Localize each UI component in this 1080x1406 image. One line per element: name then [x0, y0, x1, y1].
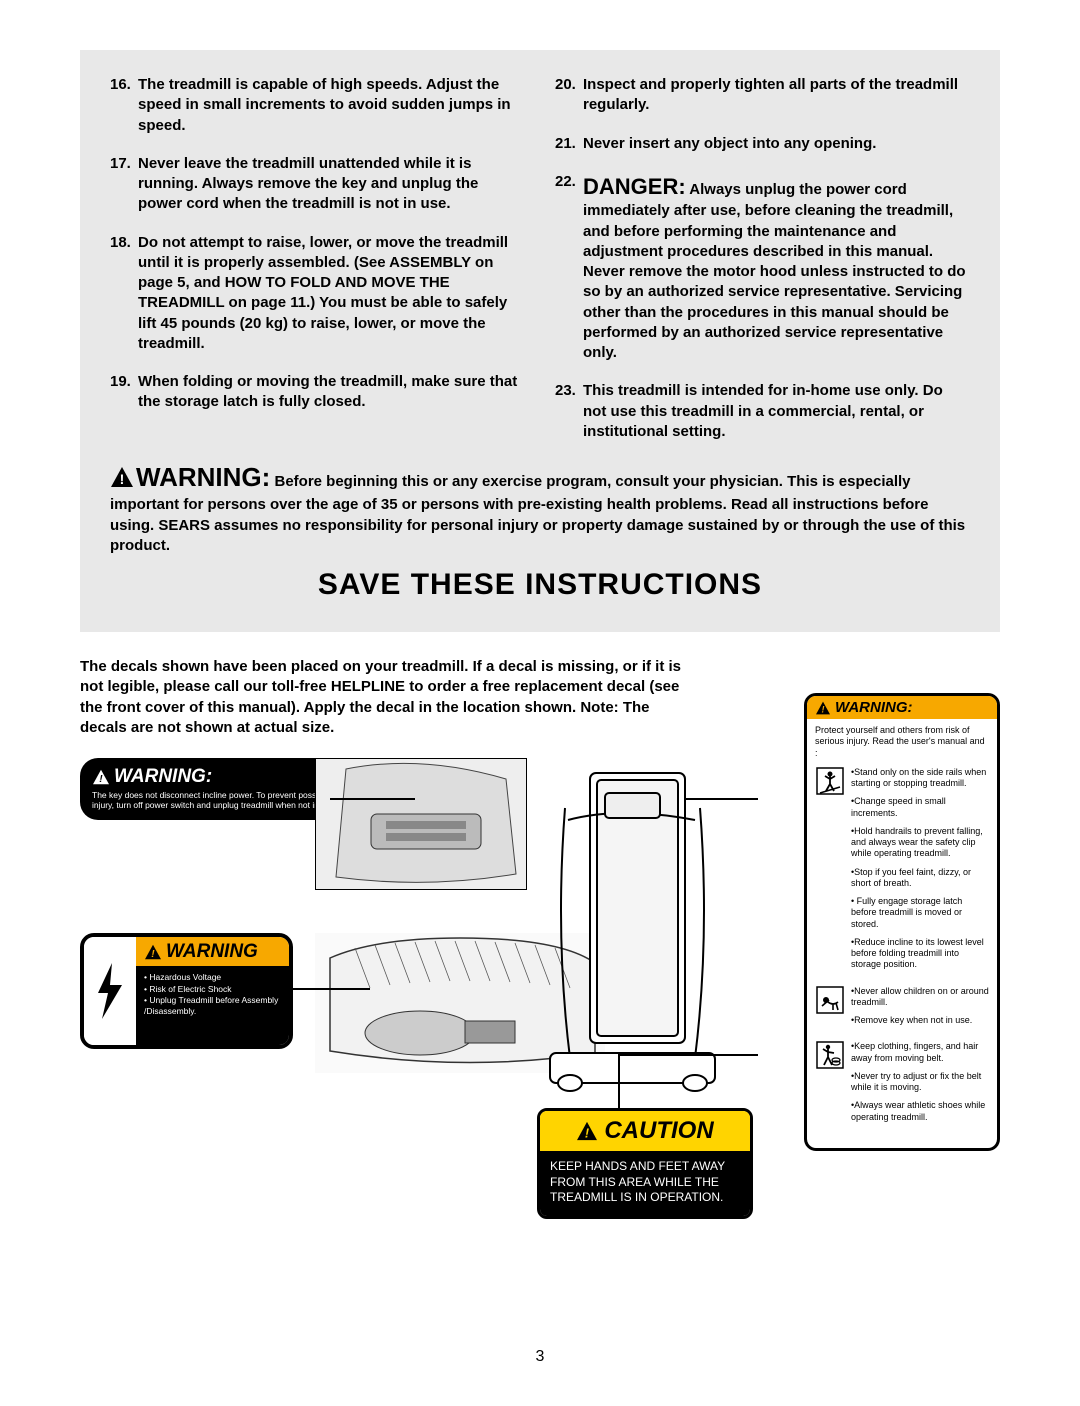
save-instructions-heading: SAVE THESE INSTRUCTIONS	[110, 568, 970, 602]
svg-text:!: !	[120, 471, 125, 487]
black-pill-body: The key does not disconnect incline powe…	[92, 790, 342, 810]
tall-warn-group: •Keep clothing, fingers, and hair away f…	[815, 1041, 989, 1130]
instruction-item: 16.The treadmill is capable of high spee…	[110, 75, 525, 136]
warning-triangle-icon: !	[92, 769, 110, 785]
tall-warn-bullet: •Remove key when not in use.	[851, 1015, 989, 1026]
instruction-text: This treadmill is intended for in-home u…	[583, 381, 970, 442]
caution-header-text: CAUTION	[604, 1117, 713, 1145]
warning-triangle-icon: !	[815, 701, 831, 715]
pointer-line	[330, 798, 415, 800]
tall-warn-body: Protect yourself and others from risk of…	[807, 719, 997, 1148]
caution-header: ! CAUTION	[540, 1111, 750, 1151]
caution-body: KEEP HANDS AND FEET AWAY FROM THIS AREA …	[540, 1151, 750, 1216]
tall-warn-bullet: • Fully engage storage latch before trea…	[851, 896, 989, 930]
instruction-number: 18.	[110, 233, 138, 355]
instruction-text: The treadmill is capable of high speeds.…	[138, 75, 525, 136]
decal-graphics-area: ! WARNING: The key does not disconnect i…	[80, 758, 1000, 1318]
electrical-right-panel: ! WARNING • Hazardous Voltage• Risk of E…	[136, 937, 289, 1045]
svg-text:!: !	[585, 1125, 590, 1140]
left-column: 16.The treadmill is capable of high spee…	[110, 75, 525, 460]
instruction-number: 16.	[110, 75, 138, 136]
instruction-text: When folding or moving the treadmill, ma…	[138, 372, 525, 413]
instruction-number: 20.	[555, 75, 583, 116]
instruction-number: 19.	[110, 372, 138, 413]
tall-warn-group: •Never allow children on or around tread…	[815, 986, 989, 1034]
elec-line: • Risk of Electric Shock	[144, 984, 281, 995]
stand-icon	[815, 767, 845, 978]
electrical-header-text: WARNING	[166, 941, 258, 963]
pointer-line	[686, 798, 758, 800]
instruction-text: DANGER: Always unplug the power cord imm…	[583, 172, 970, 364]
electrical-warning-decal: ! WARNING • Hazardous Voltage• Risk of E…	[80, 933, 293, 1049]
electrical-body: • Hazardous Voltage• Risk of Electric Sh…	[136, 966, 289, 1045]
decal-intro-text: The decals shown have been placed on you…	[80, 657, 700, 738]
tall-warn-header-text: WARNING:	[835, 699, 913, 716]
lightning-bolt-icon	[90, 961, 130, 1021]
instruction-item: 23.This treadmill is intended for in-hom…	[555, 381, 970, 442]
pointer-line	[618, 1054, 620, 1108]
cloth-icon	[815, 1041, 845, 1130]
warning-triangle-icon: !	[576, 1121, 598, 1141]
electrical-header: ! WARNING	[136, 937, 289, 966]
svg-text:!: !	[822, 704, 825, 714]
tall-warn-bullet: •Keep clothing, fingers, and hair away f…	[851, 1041, 989, 1064]
pointer-line	[618, 1054, 758, 1056]
warning-triangle-icon: !	[144, 944, 162, 960]
tall-warn-bullet: •Stand only on the side rails when start…	[851, 767, 989, 790]
tall-warn-header: ! WARNING:	[807, 696, 997, 719]
folded-treadmill-illustration	[535, 758, 730, 1098]
instruction-columns: 16.The treadmill is capable of high spee…	[110, 75, 970, 460]
tall-warn-intro: Protect yourself and others from risk of…	[815, 725, 989, 759]
tall-warn-bullet: •Change speed in small increments.	[851, 796, 989, 819]
tall-warn-group: •Stand only on the side rails when start…	[815, 767, 989, 978]
instruction-item: 18.Do not attempt to raise, lower, or mo…	[110, 233, 525, 355]
elec-line: • Unplug Treadmill before Assembly /Disa…	[144, 995, 281, 1018]
manual-page: 16.The treadmill is capable of high spee…	[0, 0, 1080, 1406]
instruction-number: 17.	[110, 154, 138, 215]
instruction-text: Never leave the treadmill unattended whi…	[138, 154, 525, 215]
console-illustration	[315, 758, 527, 890]
instruction-item: 22.DANGER: Always unplug the power cord …	[555, 172, 970, 364]
danger-label: DANGER:	[583, 174, 686, 199]
instruction-number: 22.	[555, 172, 583, 364]
tall-warning-decal: ! WARNING: Protect yourself and others f…	[804, 693, 1000, 1151]
instruction-item: 17.Never leave the treadmill unattended …	[110, 154, 525, 215]
black-pill-header: ! WARNING:	[92, 766, 342, 788]
tall-warn-bullet: •Hold handrails to prevent falling, and …	[851, 826, 989, 860]
tall-warn-bullet: •Never allow children on or around tread…	[851, 986, 989, 1009]
instruction-text: Do not attempt to raise, lower, or move …	[138, 233, 525, 355]
instruction-item: 19.When folding or moving the treadmill,…	[110, 372, 525, 413]
page-number: 3	[80, 1348, 1000, 1366]
tall-warn-bullets: •Keep clothing, fingers, and hair away f…	[851, 1041, 989, 1130]
tall-warn-bullet: •Always wear athletic shoes while operat…	[851, 1100, 989, 1123]
black-pill-header-text: WARNING:	[114, 766, 212, 788]
electrical-bolt-panel	[84, 937, 136, 1045]
right-column: 20.Inspect and properly tighten all part…	[555, 75, 970, 460]
warning-paragraph: ! WARNING: Before beginning this or any …	[110, 460, 970, 556]
instruction-greybox: 16.The treadmill is capable of high spee…	[80, 50, 1000, 632]
warning-label: WARNING:	[136, 462, 270, 492]
instruction-number: 23.	[555, 381, 583, 442]
pointer-line	[290, 988, 370, 990]
tall-warn-bullet: •Stop if you feel faint, dizzy, or short…	[851, 867, 989, 890]
instruction-item: 20.Inspect and properly tighten all part…	[555, 75, 970, 116]
instruction-text: Never insert any object into any opening…	[583, 134, 970, 154]
tall-warn-bullets: •Stand only on the side rails when start…	[851, 767, 989, 978]
tall-warn-bullet: •Never try to adjust or fix the belt whi…	[851, 1071, 989, 1094]
instruction-text: Inspect and properly tighten all parts o…	[583, 75, 970, 116]
warning-triangle-icon: !	[110, 466, 134, 494]
tall-warn-bullets: •Never allow children on or around tread…	[851, 986, 989, 1034]
tall-warn-bullet: •Reduce incline to its lowest level befo…	[851, 937, 989, 971]
elec-line: • Hazardous Voltage	[144, 972, 281, 983]
caution-decal: ! CAUTION KEEP HANDS AND FEET AWAY FROM …	[537, 1108, 753, 1219]
instruction-item: 21.Never insert any object into any open…	[555, 134, 970, 154]
black-warning-decal: ! WARNING: The key does not disconnect i…	[80, 758, 354, 820]
instruction-number: 21.	[555, 134, 583, 154]
child-icon	[815, 986, 845, 1034]
